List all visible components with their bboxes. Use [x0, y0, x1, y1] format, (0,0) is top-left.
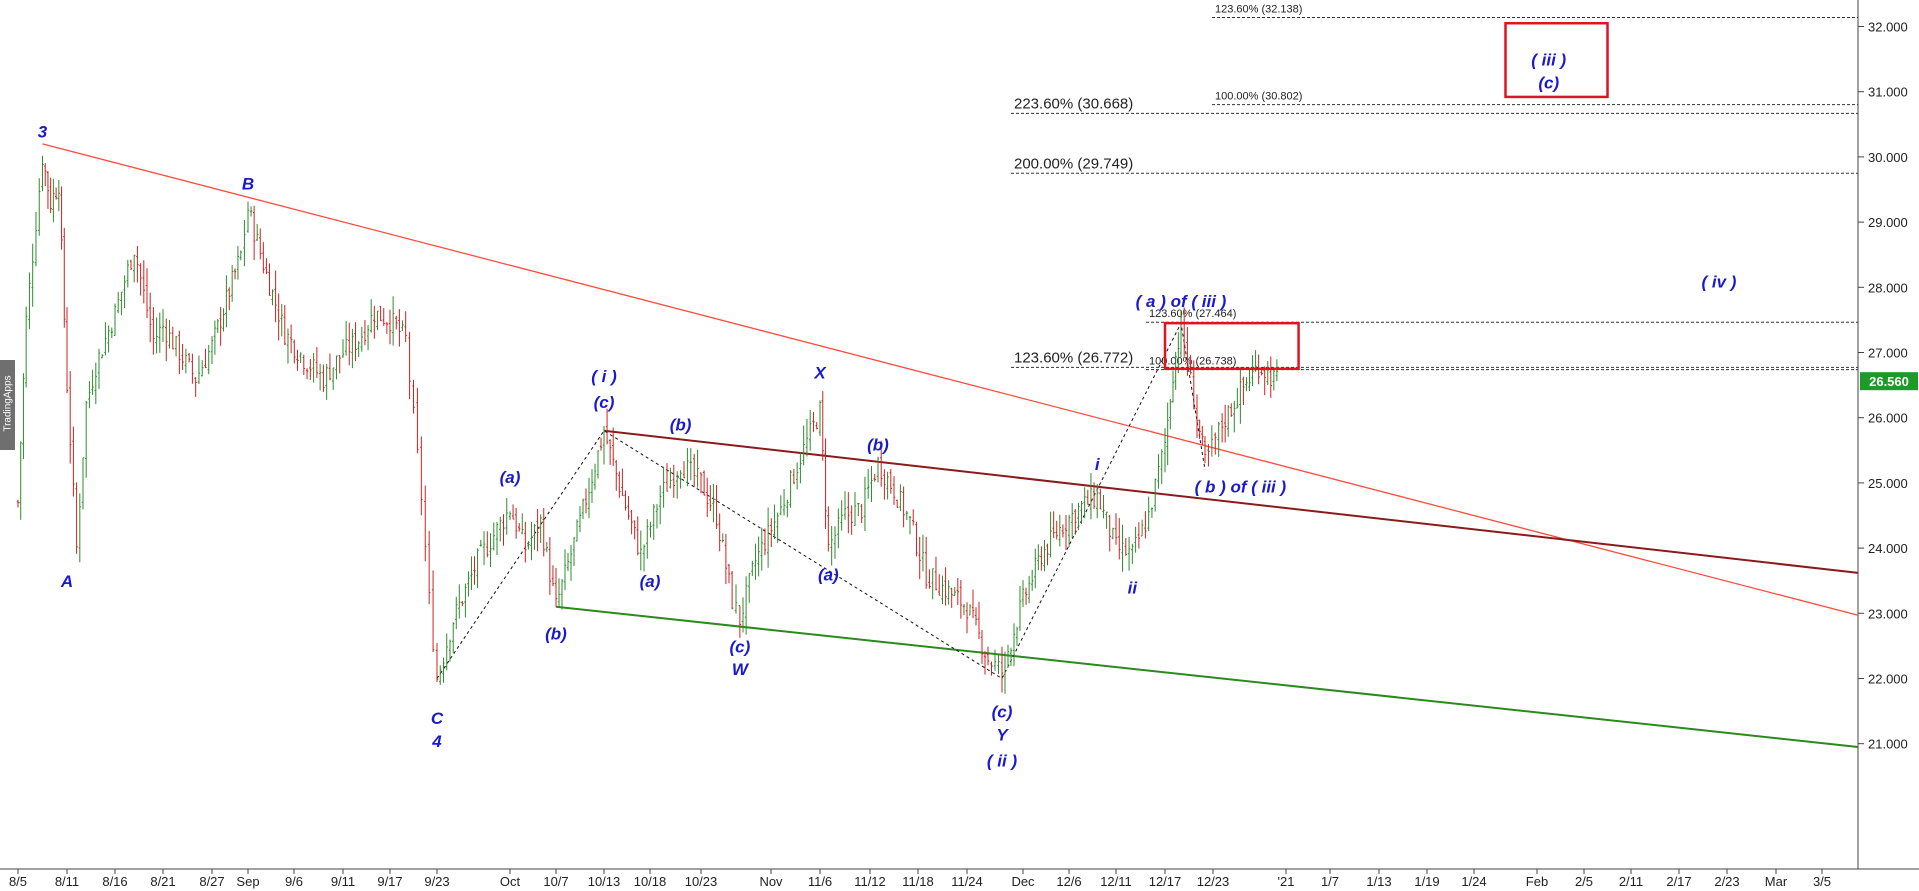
wave-label: C: [431, 709, 444, 728]
x-tick-label: 9/11: [331, 874, 355, 889]
x-tick-label: 2/17: [1666, 874, 1691, 889]
wave-label: (b): [867, 435, 889, 454]
x-tick-label: 2/11: [1619, 874, 1643, 889]
x-tick-label: 11/12: [854, 874, 886, 889]
wave-label: (a): [500, 468, 521, 487]
x-tick-label: 8/27: [199, 874, 224, 889]
wave-label: X: [813, 364, 827, 383]
x-tick-label: '21: [1278, 874, 1295, 889]
x-tick-label: 10/18: [634, 874, 667, 889]
x-tick-label: 1/24: [1461, 874, 1486, 889]
wave-label: (c): [992, 703, 1013, 722]
x-tick-label: Feb: [1526, 874, 1548, 889]
trendline-green: [555, 605, 1859, 748]
brand-label: TradingApps: [2, 375, 14, 432]
fib-level-label: 223.60% (30.668): [1014, 95, 1133, 112]
x-tick-label: Sep: [236, 874, 259, 889]
x-tick-label: 11/18: [902, 874, 934, 889]
x-tick-label: 8/21: [150, 874, 175, 889]
wave-label: (a): [818, 566, 839, 585]
wave-label: ( i ): [591, 367, 617, 386]
x-tick-label: Dec: [1011, 874, 1035, 889]
target-zone-box: [1163, 321, 1300, 371]
x-tick-label: 12/11: [1100, 874, 1132, 889]
x-tick-label: 8/11: [55, 874, 79, 889]
fib-level-label: 123.60% (26.772): [1014, 349, 1133, 366]
y-tick-label: 31.000: [1868, 85, 1908, 100]
last-price-tag: [1860, 372, 1918, 391]
y-tick-label: 22.000: [1868, 672, 1908, 687]
wave-count-path: [436, 321, 1206, 680]
x-tick-label: Oct: [500, 874, 521, 889]
wave-label: (c): [594, 393, 615, 412]
x-tick-label: 12/23: [1197, 874, 1230, 889]
x-tick-label: 12/17: [1149, 874, 1182, 889]
y-tick-label: 21.000: [1868, 737, 1908, 752]
x-tick-label: 9/23: [424, 874, 449, 889]
x-tick-label: 10/7: [543, 874, 568, 889]
wave-label: (c): [1538, 73, 1559, 92]
x-tick-label: 3/5: [1813, 874, 1831, 889]
y-tick-label: 32.000: [1868, 20, 1908, 35]
x-tick-label: Mar: [1765, 874, 1788, 889]
wave-label: ( b ) of ( iii ): [1195, 478, 1287, 497]
x-tick-label: 11/6: [808, 874, 832, 889]
brand-badge: TradingApps: [0, 360, 15, 450]
x-tick-label: 9/17: [377, 874, 402, 889]
wave-label: Y: [996, 725, 1009, 744]
wave-label: W: [732, 660, 750, 679]
fib-level-label: 123.60% (32.138): [1215, 4, 1302, 16]
y-tick-label: 26.000: [1868, 411, 1908, 426]
wave-label: 3: [38, 122, 48, 141]
x-tick-label: 12/6: [1056, 874, 1081, 889]
wave-label: ii: [1128, 579, 1139, 598]
wave-label: A: [60, 572, 73, 591]
wave-label: 4: [431, 732, 442, 751]
x-tick-label: 8/16: [102, 874, 127, 889]
x-tick-label: 1/13: [1366, 874, 1391, 889]
x-tick-label: 11/24: [951, 874, 983, 889]
x-tick-label: 1/7: [1321, 874, 1339, 889]
wave-label: (c): [729, 637, 750, 656]
x-tick-label: 8/5: [9, 874, 27, 889]
x-tick-label: 10/13: [588, 874, 621, 889]
y-tick-label: 28.000: [1868, 280, 1908, 295]
wave-label: ( a ) of ( iii ): [1136, 292, 1227, 311]
wave-label: i: [1095, 455, 1101, 474]
y-tick-label: 24.000: [1868, 541, 1908, 556]
x-tick-label: 9/6: [285, 874, 303, 889]
x-tick-label: 2/23: [1714, 874, 1739, 889]
trendline-brown: [603, 429, 1859, 574]
fib-level-label: 100.00% (26.738): [1149, 356, 1236, 368]
wave-label: ( ii ): [987, 752, 1018, 771]
y-tick-label: 27.000: [1868, 346, 1908, 361]
wave-label: (b): [545, 624, 567, 643]
wave-label: ( iii ): [1531, 51, 1566, 70]
y-tick-label: 25.000: [1868, 476, 1908, 491]
wave-label: (b): [670, 416, 692, 435]
wave-label: (a): [640, 572, 661, 591]
y-tick-label: 30.000: [1868, 150, 1908, 165]
wave-label: ( iv ): [1702, 272, 1737, 291]
x-tick-label: 1/19: [1414, 874, 1439, 889]
fib-level-label: 123.60% (27.464): [1149, 308, 1236, 320]
x-tick-label: 2/5: [1575, 874, 1593, 889]
target-zone-box: [1504, 21, 1609, 99]
last-price-label: 26.560: [1869, 374, 1909, 389]
trendline-red: [42, 143, 1859, 616]
y-tick-label: 29.000: [1868, 215, 1908, 230]
y-tick-label: 23.000: [1868, 606, 1908, 621]
wave-label: B: [242, 175, 254, 194]
fib-level-label: 100.00% (30.802): [1215, 91, 1302, 103]
x-tick-label: 10/23: [685, 874, 718, 889]
x-tick-label: Nov: [759, 874, 783, 889]
fib-level-label: 200.00% (29.749): [1014, 155, 1133, 172]
